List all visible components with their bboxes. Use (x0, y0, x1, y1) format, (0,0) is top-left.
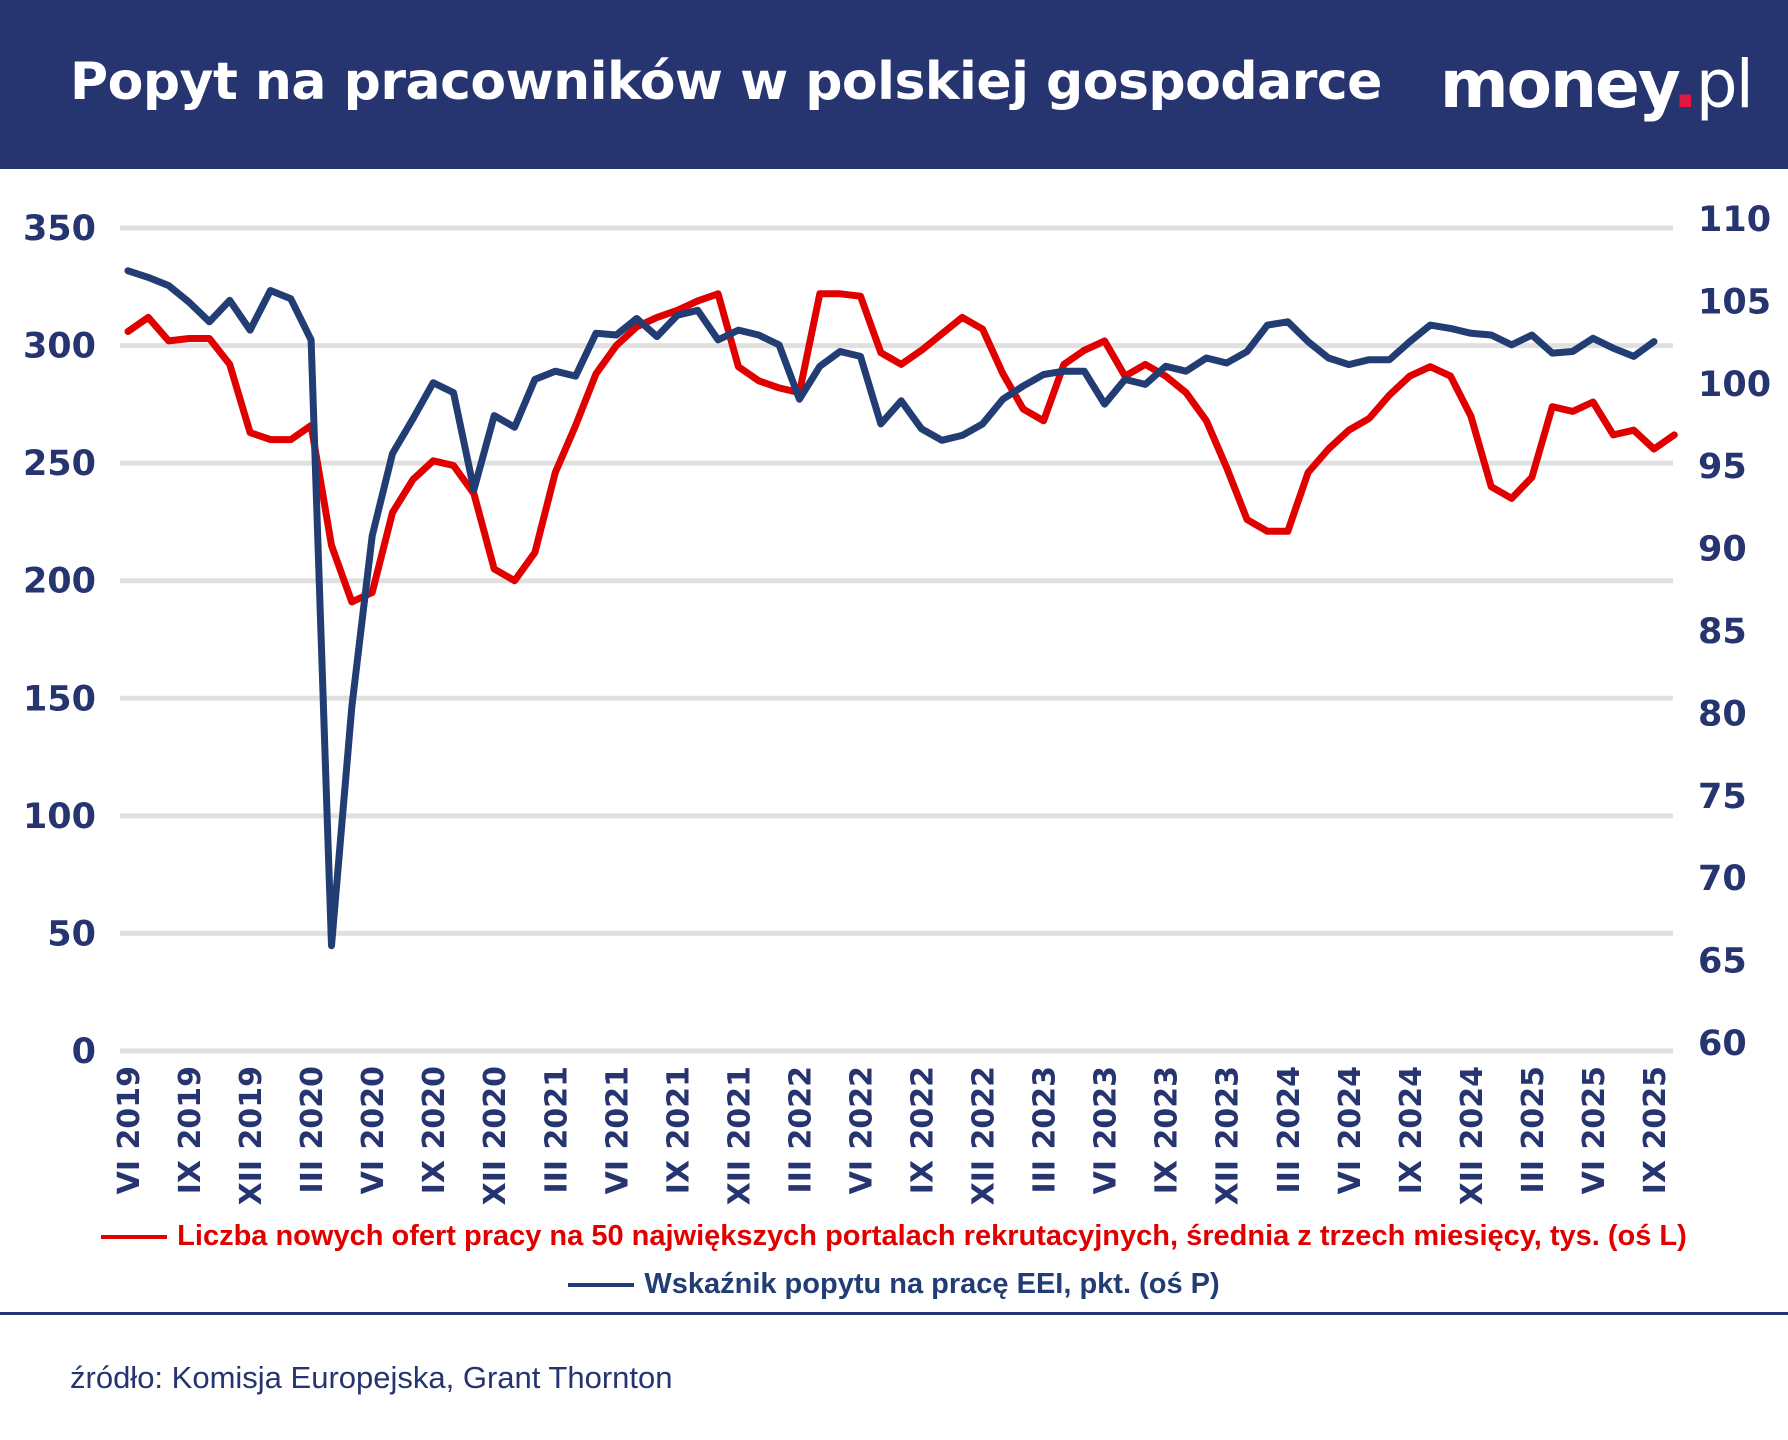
x-axis-tick-label: IX 2022 (906, 1066, 941, 1194)
legend-item-red: Liczba nowych ofert pracy na 50 najwięks… (0, 1220, 1788, 1253)
x-axis-tick-label: XII 2020 (478, 1066, 513, 1205)
right-axis-tick-label: 80 (1698, 694, 1747, 734)
x-axis-tick-label: XII 2023 (1211, 1066, 1246, 1205)
x-axis-tick-label: XII 2021 (722, 1066, 757, 1205)
right-axis-tick-label: 90 (1698, 530, 1747, 570)
x-axis-tick-label: III 2025 (1516, 1066, 1551, 1193)
legend-swatch-blue (568, 1283, 635, 1288)
left-axis-tick-label: 350 (23, 209, 96, 249)
left-axis-tick-label: 50 (47, 914, 96, 954)
x-axis-tick-label: IX 2024 (1394, 1066, 1429, 1194)
left-axis-tick-label: 100 (23, 797, 96, 837)
left-axis-tick-label: 0 (72, 1032, 96, 1072)
left-axis-tick-label: 250 (23, 444, 96, 484)
chart-title: Popyt na pracowników w polskiej gospodar… (70, 52, 1382, 112)
x-axis-tick-label: III 2024 (1272, 1066, 1307, 1193)
header-bar: Popyt na pracowników w polskiej gospodar… (0, 0, 1788, 169)
x-axis-tick-label: XII 2022 (967, 1066, 1002, 1205)
right-axis-tick-label: 60 (1698, 1024, 1747, 1064)
x-axis-tick-label: VI 2020 (356, 1066, 391, 1194)
right-axis-tick-label: 85 (1698, 612, 1747, 652)
left-axis-tick-label: 150 (23, 679, 96, 719)
legend-label-red: Liczba nowych ofert pracy na 50 najwięks… (177, 1220, 1687, 1252)
legend-swatch-red (101, 1235, 168, 1240)
x-axis-tick-label: VI 2021 (600, 1066, 635, 1194)
x-axis-tick-label: VI 2023 (1089, 1066, 1124, 1194)
series-line-eei-index (124, 267, 1658, 950)
right-axis-tick-label: 70 (1698, 859, 1747, 899)
x-axis-tick-label: VI 2025 (1577, 1066, 1612, 1194)
x-axis-tick-label: IX 2019 (173, 1066, 208, 1194)
right-axis-tick-label: 100 (1698, 365, 1771, 405)
right-axis-tick-label: 65 (1698, 942, 1747, 982)
money-pl-logo: money.pl (1439, 46, 1754, 123)
right-axis-tick-label: 110 (1698, 200, 1771, 240)
series-line-job-offers (124, 290, 1678, 606)
dual-axis-line-chart: 0 50 100 150 200 250 300 350 60 65 70 75 80 85 90 95 100… (23, 200, 1771, 1205)
x-axis-tick-label: VI 2024 (1333, 1066, 1368, 1194)
x-axis-tick-label: XII 2019 (234, 1066, 269, 1205)
x-axis-tick-label: IX 2020 (417, 1066, 452, 1194)
x-axis-tick-label: VI 2022 (844, 1066, 879, 1194)
source-note: źródło: Komisja Europejska, Grant Thornt… (70, 1360, 673, 1395)
legend-item-blue: Wskaźnik popytu na pracę EEI, pkt. (oś P… (0, 1268, 1788, 1301)
right-axis-tick-label: 105 (1698, 282, 1771, 322)
right-axis-tick-label: 95 (1698, 447, 1747, 487)
right-axis-tick-label: 75 (1698, 777, 1747, 817)
divider (0, 1312, 1788, 1315)
x-axis-tick-label: III 2022 (783, 1066, 818, 1193)
x-axis-tick-label: IX 2021 (661, 1066, 696, 1194)
left-axis-tick-label: 200 (23, 562, 96, 602)
x-axis-tick-label: IX 2023 (1150, 1066, 1185, 1194)
left-axis-tick-label: 300 (23, 327, 96, 367)
x-axis-tick-label: III 2021 (539, 1066, 574, 1193)
x-axis-tick-label: IX 2025 (1638, 1066, 1673, 1194)
legend-label-blue: Wskaźnik popytu na pracę EEI, pkt. (oś P… (644, 1268, 1220, 1300)
x-axis-tick-label: XII 2024 (1455, 1066, 1490, 1205)
x-axis-tick-label: III 2023 (1028, 1066, 1063, 1193)
x-axis-tick-label: III 2020 (295, 1066, 330, 1193)
x-axis-tick-label: VI 2019 (112, 1066, 147, 1194)
